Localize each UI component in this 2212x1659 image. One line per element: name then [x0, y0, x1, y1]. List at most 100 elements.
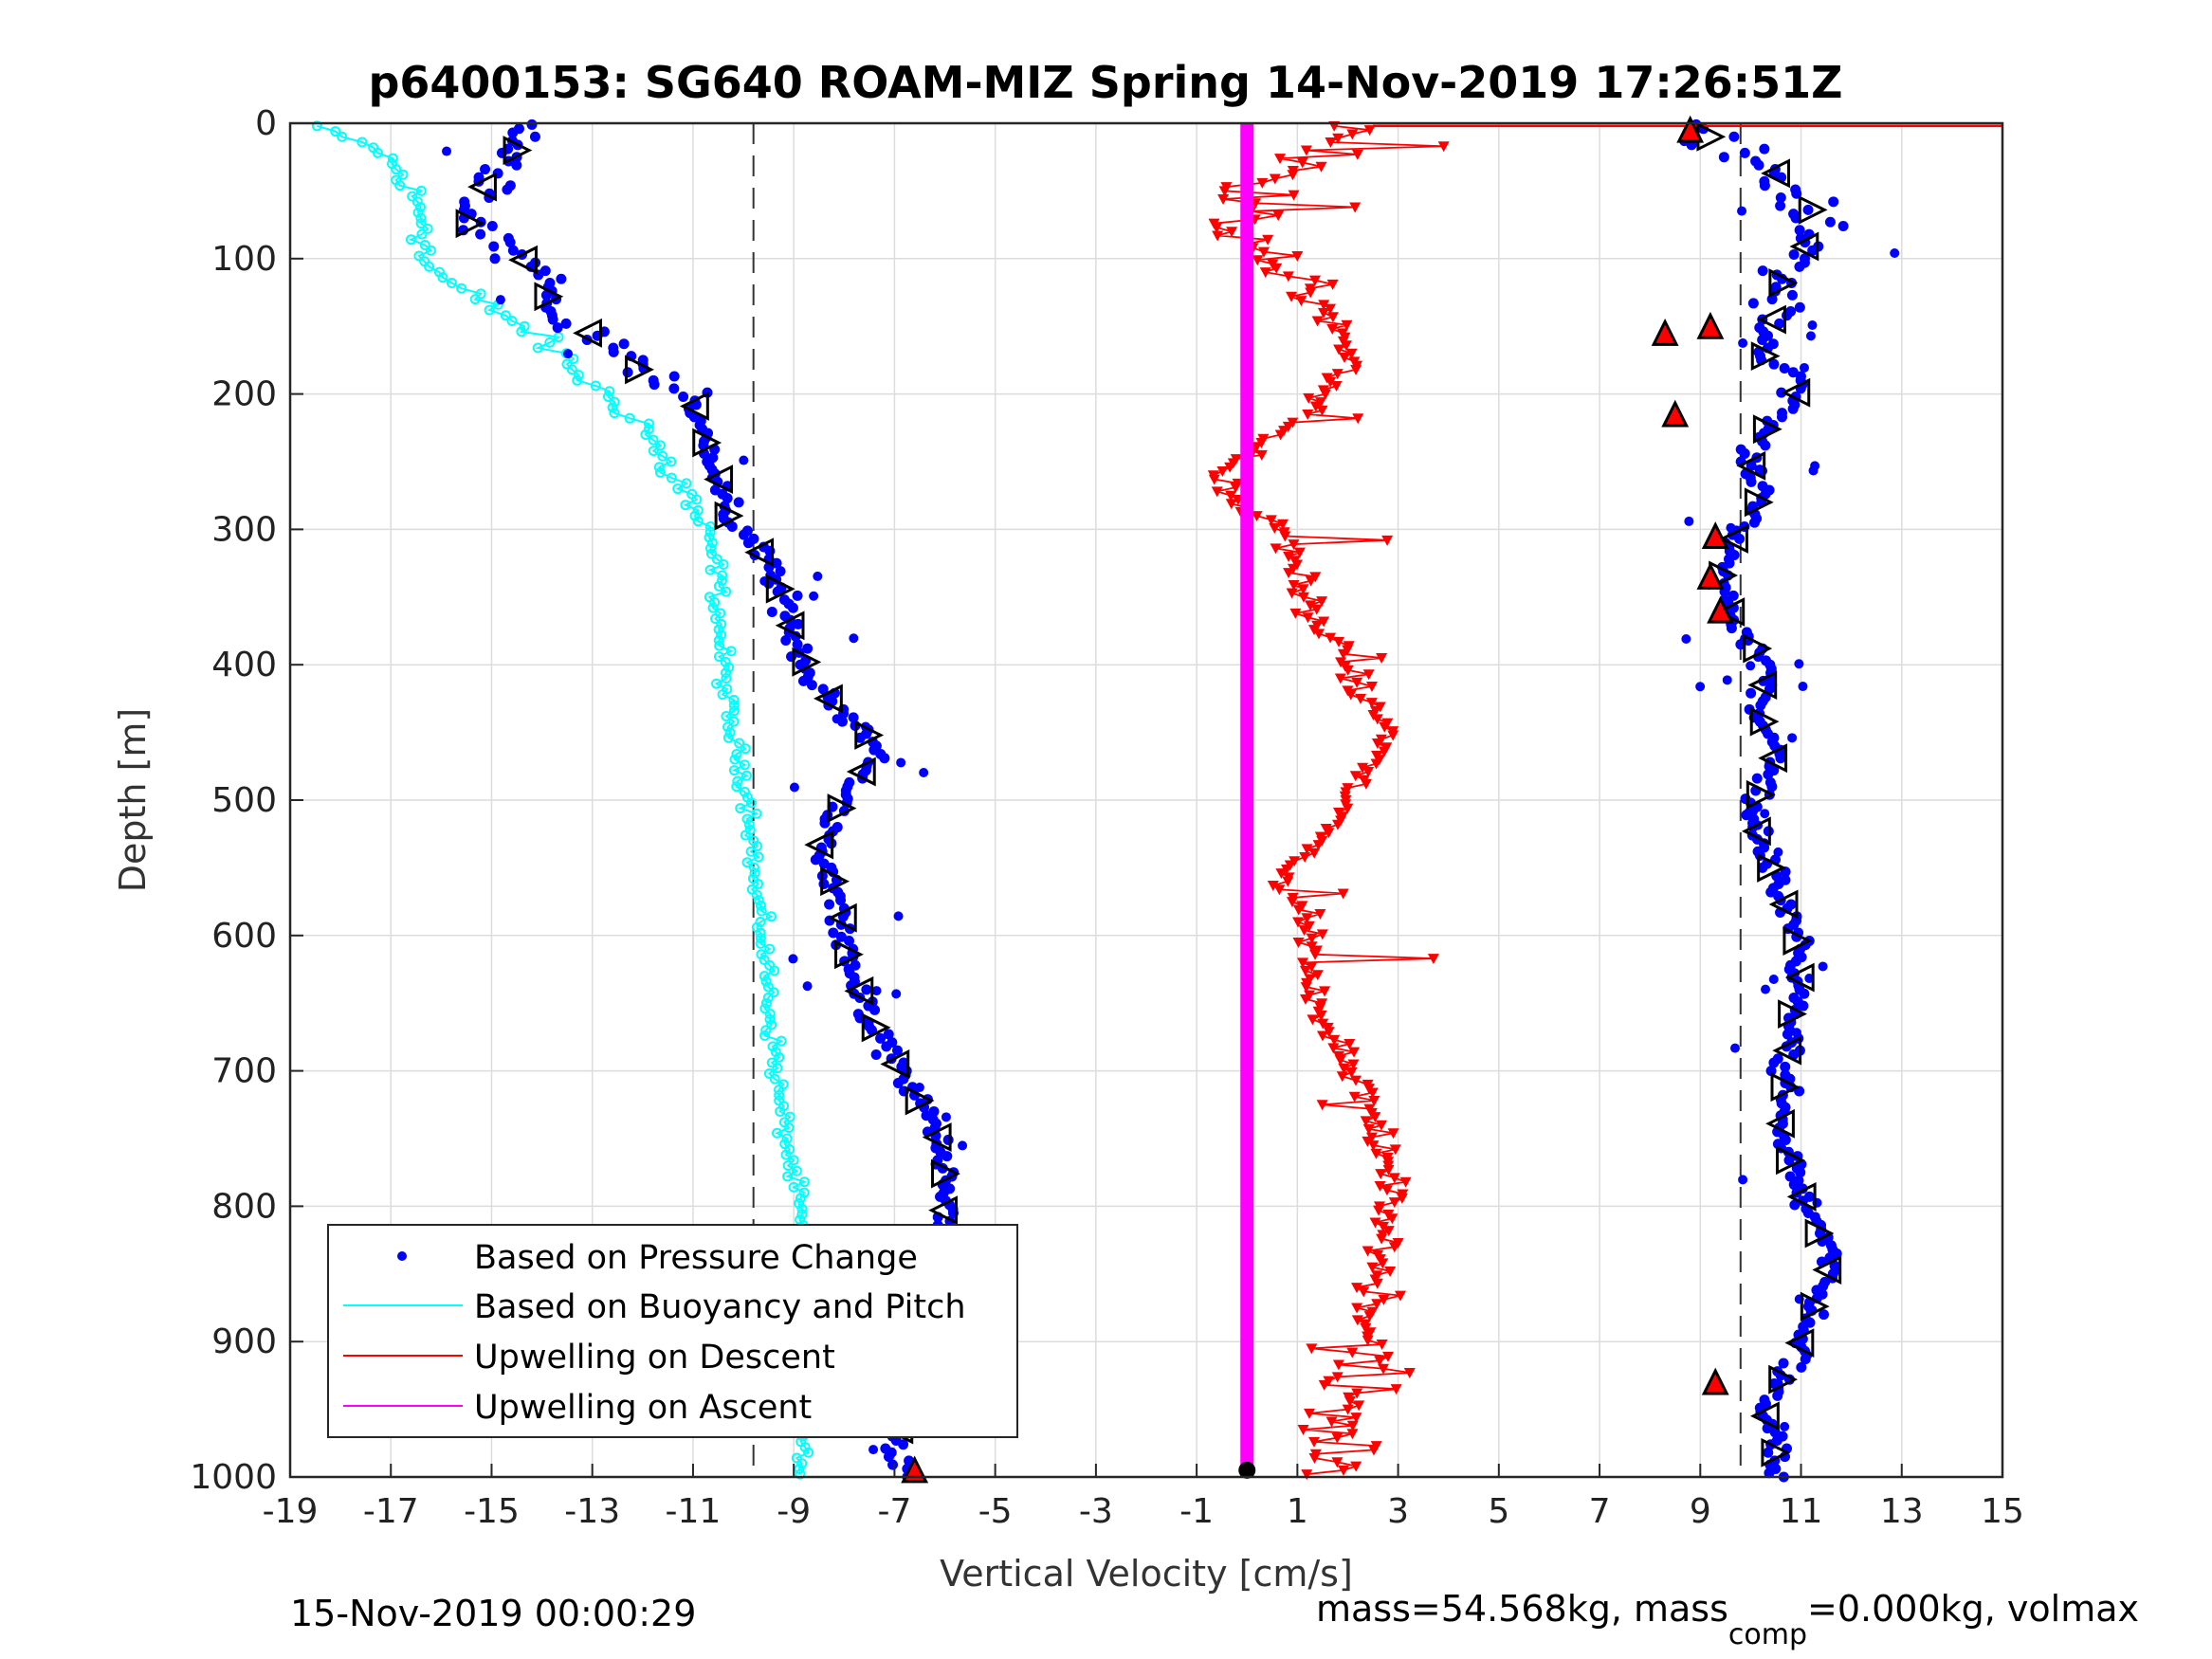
red-point-31 — [1258, 246, 1271, 258]
x-tick-label-7: -5 — [978, 1492, 1013, 1531]
pressure-point-691 — [802, 981, 813, 992]
cyan-point-185 — [783, 1122, 795, 1134]
cyan-point-45 — [566, 364, 577, 375]
triangle-marker-59 — [1784, 962, 1815, 993]
red-point-244 — [1369, 1112, 1381, 1123]
triangle-marker-69 — [1784, 1328, 1815, 1358]
triangle-marker-22 — [834, 939, 864, 970]
pressure-point-682 — [1818, 961, 1828, 972]
red-point-270 — [1369, 1217, 1381, 1229]
pressure-point-73 — [1757, 265, 1768, 277]
red-point-280 — [1377, 1258, 1389, 1269]
cyan-point-30 — [456, 283, 467, 294]
pressure-point-398 — [828, 927, 839, 939]
cyan-point-150 — [755, 933, 766, 944]
red-point-194 — [1314, 908, 1326, 920]
red-point-220 — [1307, 1014, 1319, 1026]
cyan-point-178 — [774, 1085, 785, 1096]
red-point-112 — [1305, 575, 1317, 587]
red-point-189 — [1337, 888, 1349, 900]
triangle-marker-55 — [1741, 816, 1771, 847]
red-point-16 — [1218, 186, 1231, 197]
red-point-200 — [1306, 933, 1318, 944]
pressure-point-655 — [1763, 1447, 1774, 1458]
x-tick-label-10: 1 — [1287, 1492, 1308, 1531]
pressure-point-714 — [1761, 984, 1771, 994]
red-point-250 — [1362, 1136, 1374, 1147]
legend-label-pressure: Based on Pressure Change — [474, 1239, 918, 1277]
triangle-marker-57 — [1768, 889, 1799, 920]
pressure-point-107 — [1757, 334, 1768, 345]
pressure-point-692 — [868, 1445, 879, 1455]
triangle-marker-70 — [1768, 1364, 1799, 1395]
pressure-point-96 — [547, 314, 558, 325]
red-point-142 — [1365, 698, 1378, 709]
triangle-marker-50 — [1743, 633, 1773, 664]
pressure-point-676 — [813, 571, 823, 581]
red-point-331 — [1338, 1465, 1350, 1476]
red-point-310 — [1318, 1379, 1330, 1391]
red-point-277 — [1362, 1246, 1374, 1257]
red-point-206 — [1297, 957, 1309, 969]
cyan-point-101 — [721, 667, 732, 679]
triangle-marker-29 — [928, 1195, 958, 1226]
x-tick-label-15: 11 — [1780, 1492, 1823, 1531]
red-point-240 — [1368, 1096, 1380, 1107]
cyan-point-93 — [713, 624, 724, 635]
cyan-point-48 — [590, 380, 601, 392]
cyan-point-70 — [680, 500, 691, 511]
red-point-252 — [1389, 1144, 1401, 1156]
x-tick-label-11: 3 — [1387, 1492, 1409, 1531]
red-point-148 — [1379, 721, 1391, 733]
triangle-marker-42 — [1750, 341, 1781, 372]
red-point-248 — [1387, 1128, 1399, 1139]
cyan-point-34 — [484, 304, 495, 316]
red-point-56 — [1345, 348, 1358, 359]
red-point-55 — [1333, 344, 1345, 356]
cyan-point-60 — [648, 446, 659, 457]
cyan-point-61 — [657, 450, 668, 462]
pressure-point-382 — [835, 895, 847, 906]
cyan-point-78 — [704, 542, 716, 554]
red-point-76 — [1274, 429, 1287, 441]
cyan-point-121 — [732, 775, 743, 787]
pressure-point-287 — [1755, 700, 1766, 711]
cyan-point-245 — [803, 1447, 814, 1458]
red-up-marker-7 — [1701, 1367, 1729, 1395]
pressure-point-76 — [556, 273, 567, 284]
pressure-point-665 — [1764, 1468, 1775, 1479]
red-up-marker-0 — [1676, 115, 1705, 143]
red-point-253 — [1370, 1148, 1382, 1159]
red-point-213 — [1319, 986, 1331, 997]
red-point-318 — [1350, 1413, 1362, 1424]
red-point-44 — [1318, 300, 1330, 311]
red-point-93 — [1225, 499, 1237, 510]
red-point-9 — [1296, 157, 1308, 169]
red-point-226 — [1344, 1039, 1356, 1050]
red-point-154 — [1378, 746, 1390, 757]
red-point-223 — [1323, 1027, 1335, 1038]
red-point-246 — [1375, 1120, 1387, 1131]
red-point-61 — [1331, 369, 1344, 380]
red-point-84 — [1224, 462, 1236, 473]
pressure-point-721 — [958, 1140, 968, 1151]
red-point-3 — [1332, 133, 1344, 144]
pressure-point-216 — [771, 557, 782, 569]
red-up-marker-3 — [1661, 399, 1690, 428]
red-point-207 — [1306, 961, 1318, 973]
cyan-point-2 — [337, 131, 348, 142]
cyan-point-113 — [722, 732, 734, 743]
red-point-233 — [1345, 1067, 1358, 1079]
red-point-209 — [1311, 970, 1324, 981]
red-point-67 — [1303, 392, 1315, 404]
red-point-131 — [1376, 653, 1388, 665]
triangle-marker-8 — [692, 428, 722, 458]
cyan-point-142 — [751, 889, 762, 901]
triangle-marker-3 — [508, 245, 538, 275]
red-point-41 — [1305, 287, 1317, 299]
cyan-point-153 — [756, 949, 767, 960]
red-point-159 — [1362, 767, 1375, 778]
cyan-point-158 — [760, 975, 772, 987]
cyan-point-99 — [720, 656, 731, 667]
red-point-221 — [1317, 1018, 1329, 1030]
